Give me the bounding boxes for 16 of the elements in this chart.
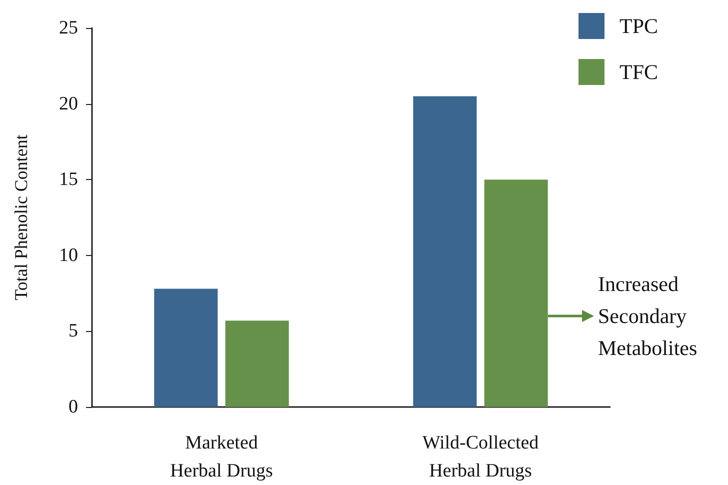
bar: [484, 180, 548, 407]
y-tick-label: 20: [59, 93, 78, 114]
y-tick-label: 25: [59, 18, 78, 38]
legend-label: TPC: [619, 14, 658, 38]
bar: [154, 288, 218, 407]
y-tick-label: 5: [68, 320, 78, 342]
y-axis-title: Total Phenolic Content: [11, 134, 31, 300]
bar: [413, 96, 477, 407]
bar: [225, 320, 289, 407]
legend-label: TFC: [619, 60, 658, 84]
x-tick-label: Marketed Herbal Drugs: [170, 432, 273, 482]
x-tick-label: Wild-Collected Herbal Drugs: [422, 432, 540, 482]
y-tick-label: 0: [68, 396, 78, 418]
annotation: Increased Secondary Metabolites: [598, 272, 698, 360]
y-tick-label: 10: [59, 244, 78, 266]
y-tick-label: 15: [59, 169, 78, 190]
